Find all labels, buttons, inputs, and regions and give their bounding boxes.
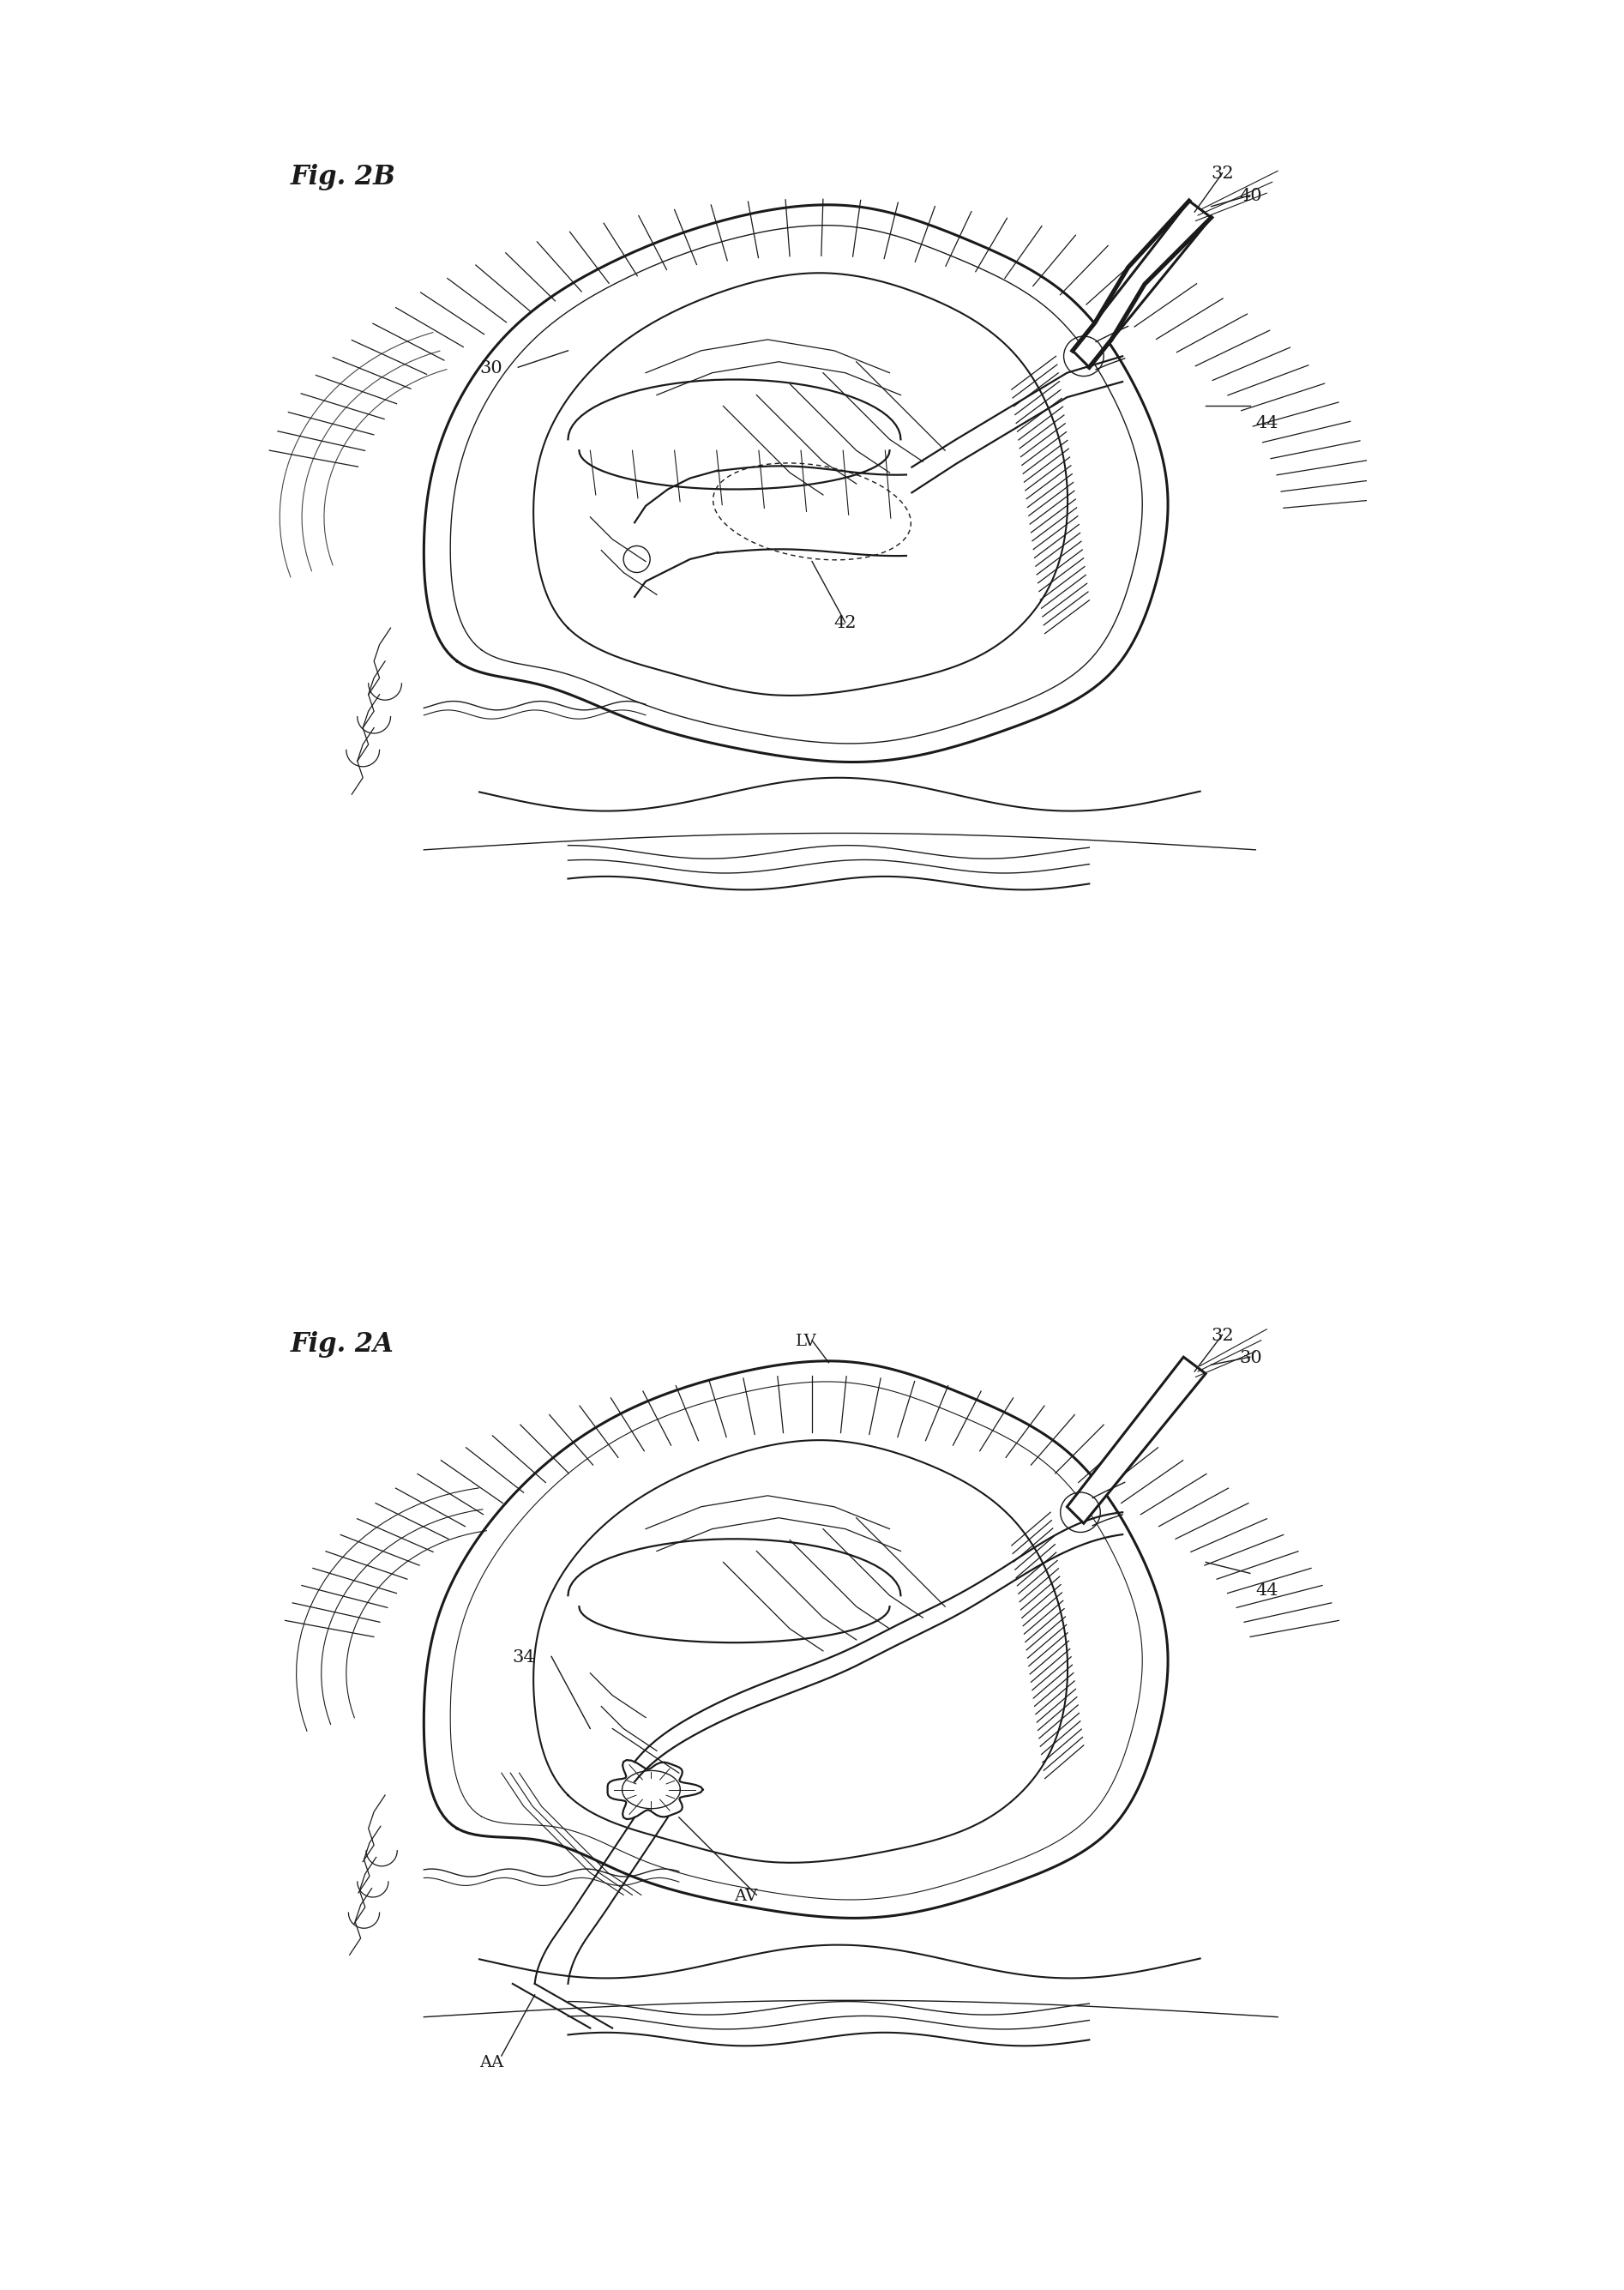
Text: 34: 34 [513, 1649, 536, 1665]
Text: 40: 40 [1239, 188, 1262, 204]
Text: Fig. 2B: Fig. 2B [291, 163, 396, 190]
Text: 44: 44 [1255, 1582, 1278, 1598]
Text: AV: AV [734, 1889, 758, 1903]
Text: 30: 30 [479, 360, 502, 376]
Text: 42: 42 [835, 616, 857, 632]
Text: AA: AA [479, 2054, 503, 2070]
Polygon shape [1072, 202, 1212, 366]
Text: 32: 32 [1212, 165, 1234, 183]
Polygon shape [1067, 1358, 1205, 1523]
Text: Fig. 2A: Fig. 2A [291, 1330, 395, 1358]
Text: 44: 44 [1255, 414, 1278, 433]
Text: 30: 30 [1239, 1349, 1262, 1365]
Text: 32: 32 [1212, 1328, 1234, 1344]
Text: LV: LV [796, 1333, 817, 1349]
